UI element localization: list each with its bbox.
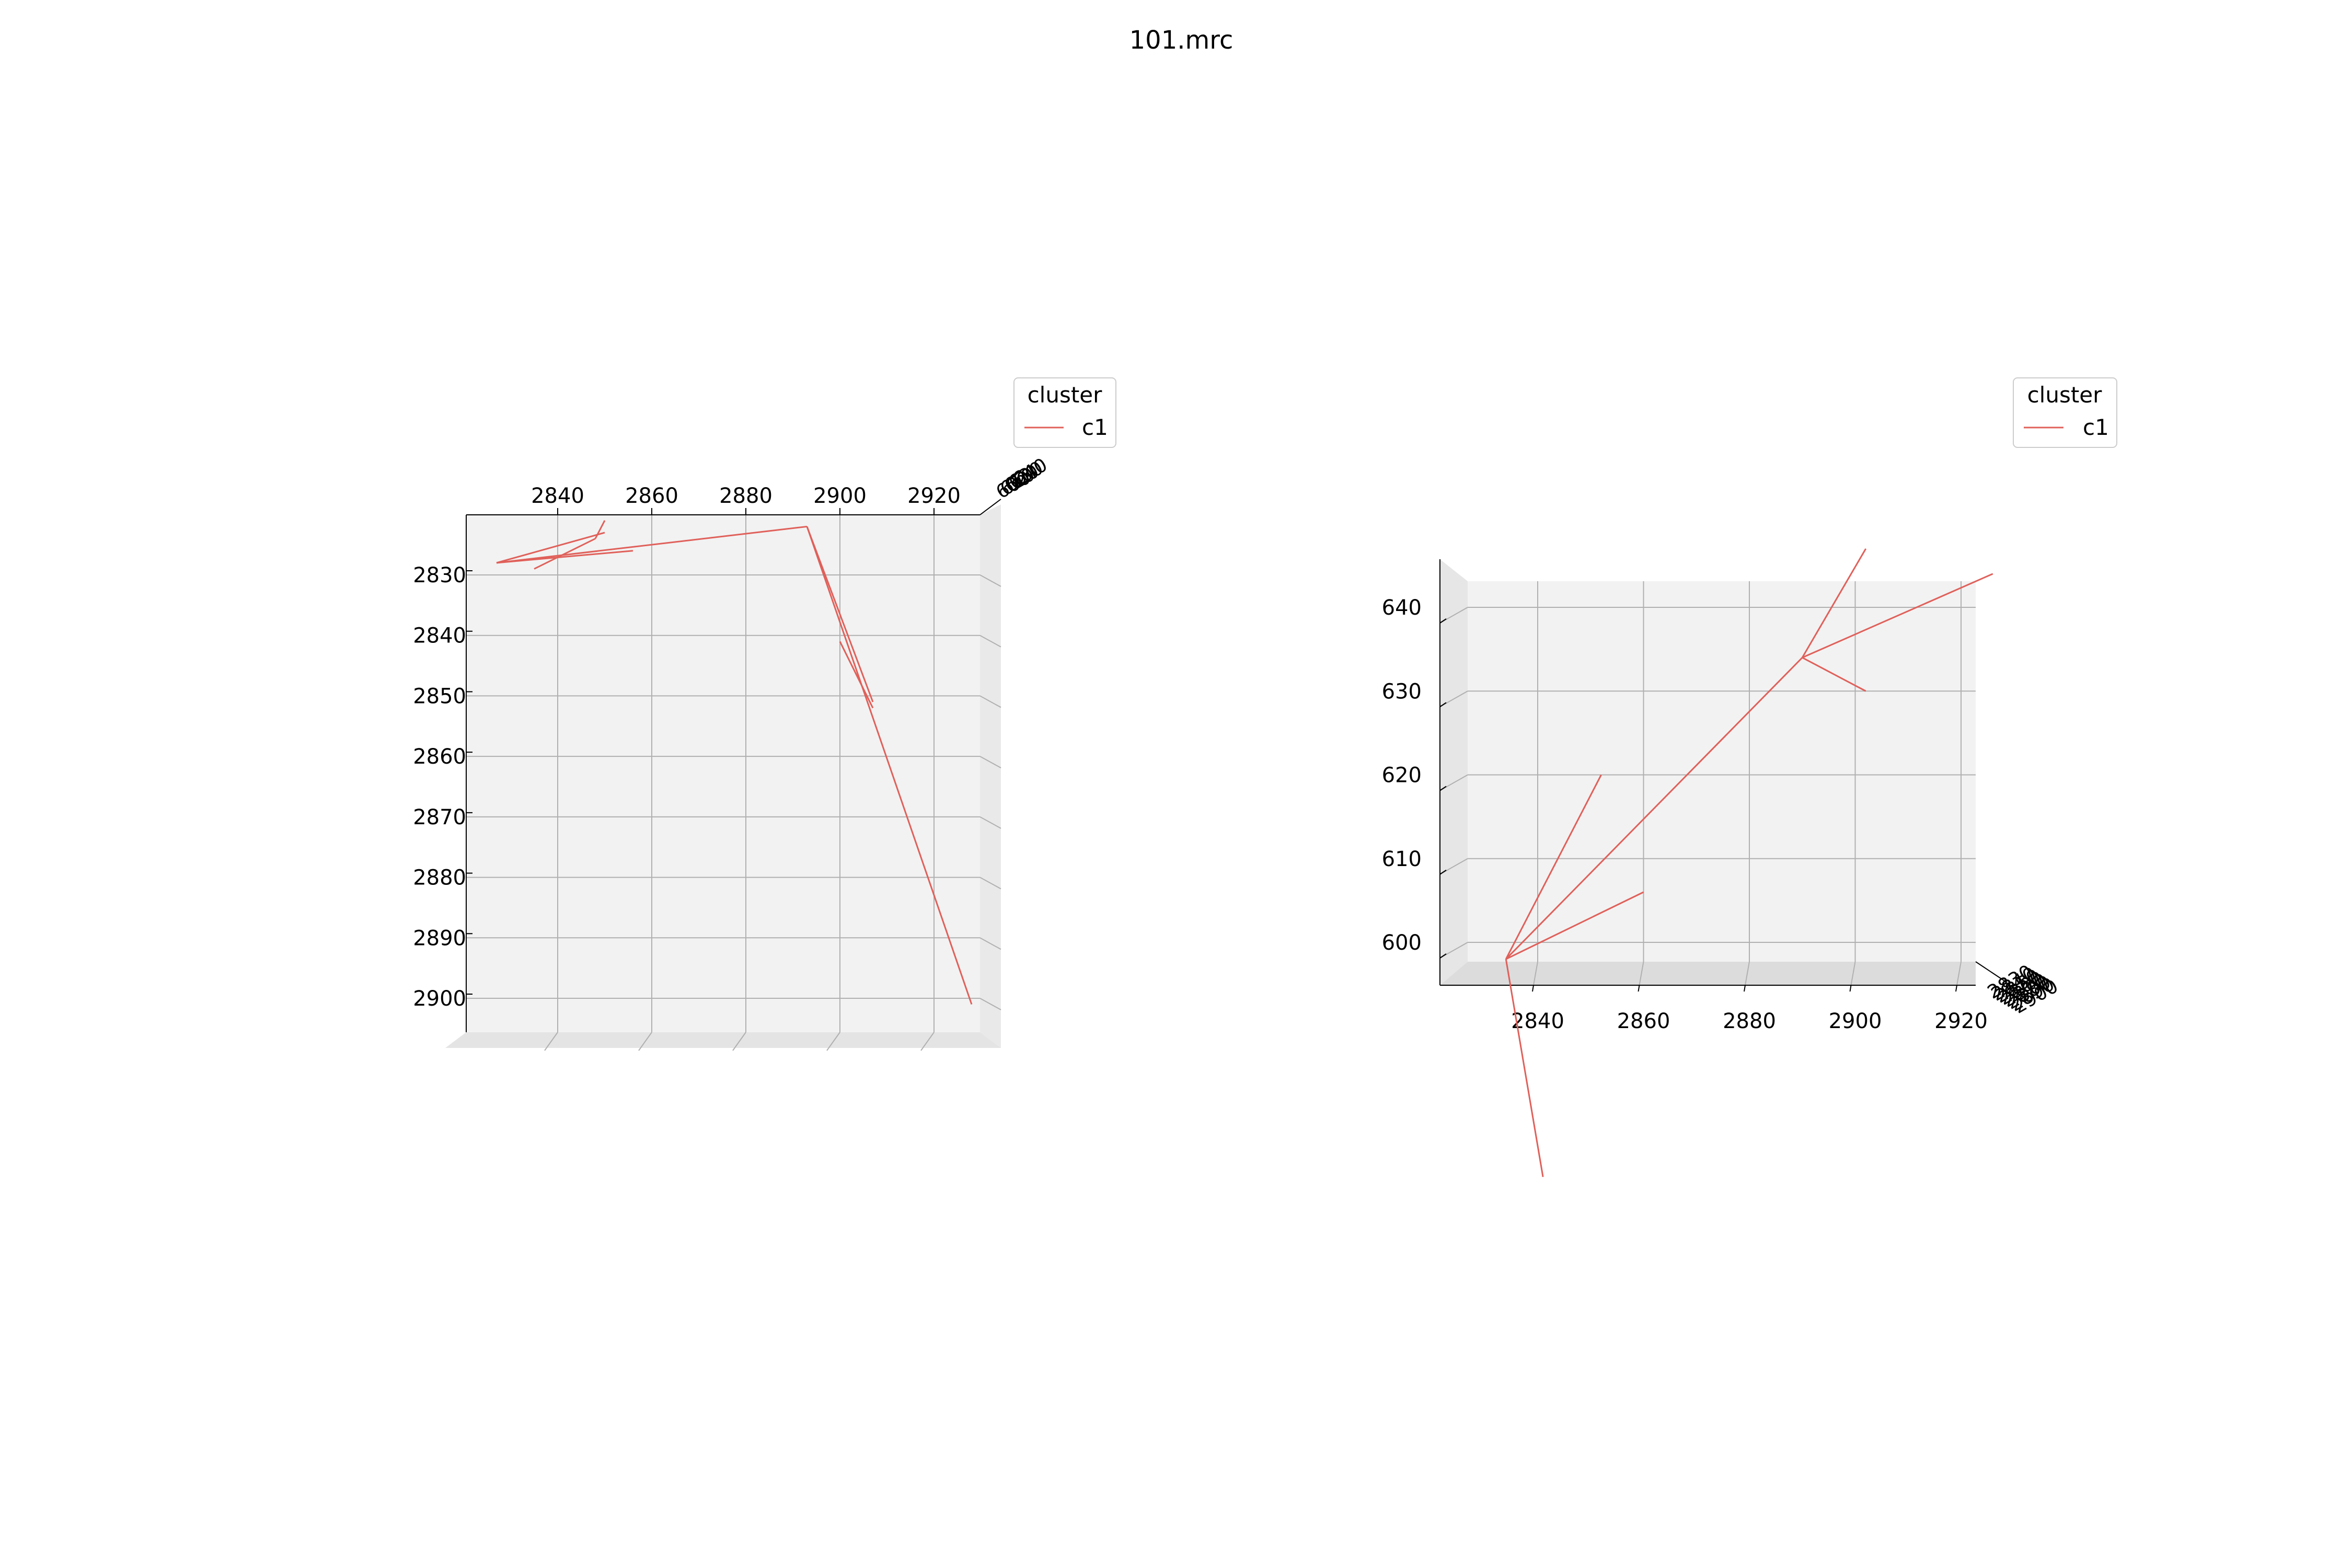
right-x-gridline-floor <box>1533 961 1538 986</box>
left-y-tick-label: 2850 <box>413 684 466 708</box>
left-y-gridline-side <box>979 937 1001 950</box>
right-pane-side <box>1440 559 1468 985</box>
right-x-tick-label: 2900 <box>1829 1009 1882 1033</box>
right-x-tick-label: 2920 <box>1934 1009 1988 1033</box>
left-y-tick-label: 2830 <box>413 563 466 587</box>
right-z-tick-label: 630 <box>1382 679 1422 704</box>
right-data-segment <box>1505 891 1644 960</box>
left-y-gridline-side <box>979 756 1001 769</box>
left-y-tick-label: 2870 <box>413 805 466 829</box>
right-legend-title: cluster <box>2027 382 2103 408</box>
right-x-gridline-floor <box>1956 961 1962 986</box>
right-z-tick-label: 610 <box>1382 847 1422 871</box>
right-x-tick <box>1955 985 1957 992</box>
left-pane-bottom <box>445 1032 1001 1048</box>
left-y-tick-label: 2840 <box>413 624 466 648</box>
right-data-segment <box>1505 657 1803 960</box>
right-x-tick-labels: 2840 2860 2880 2900 2920 <box>1511 985 1988 1033</box>
left-y-tick-label: 2900 <box>413 987 466 1011</box>
right-z-tick <box>1439 618 1447 624</box>
left-y-gridline-side <box>979 816 1001 829</box>
right-z-tick-labels: 600 610 620 630 640 <box>1382 596 1447 959</box>
right-z-tick <box>1439 702 1447 708</box>
left-data-segment <box>534 538 596 570</box>
right-z-tick <box>1439 786 1447 791</box>
right-x-tick <box>1638 985 1640 992</box>
left-y-tick-label: 2880 <box>413 866 466 890</box>
left-data-segment <box>839 641 874 709</box>
left-legend-box <box>1013 377 1116 448</box>
left-y-gridline-side <box>979 998 1001 1010</box>
left-x-tick-label: 2840 <box>531 484 584 508</box>
right-data-segment <box>1802 656 1866 692</box>
right-pane-back <box>1468 581 1976 962</box>
left-data-segment <box>594 520 606 539</box>
left-y-gridline-side <box>979 877 1001 890</box>
right-x-gridline-floor <box>1639 961 1644 986</box>
right-grid <box>1439 581 1976 986</box>
right-legend: cluster c1 <box>2013 377 2117 448</box>
right-x-gridline-floor <box>1745 961 1750 986</box>
left-legend: cluster c1 <box>1013 377 1116 448</box>
left-x-tick-labels: 2840 2860 2880 2900 2920 <box>531 484 961 515</box>
right-x-tick <box>1849 985 1852 992</box>
right-x-tick-label: 2840 <box>1511 1009 1564 1033</box>
left-data-segment <box>496 525 808 564</box>
left-pane-back <box>466 515 980 1032</box>
left-z-axis-line <box>979 499 1001 515</box>
left-x-gridline-floor <box>638 1032 652 1051</box>
right-z-tick <box>1439 869 1447 875</box>
left-data-segment <box>496 532 605 564</box>
left-x-tick-label: 2920 <box>907 484 961 508</box>
right-y-axis-line <box>1975 961 2008 983</box>
left-x-gridline-floor <box>732 1032 746 1051</box>
left-x-tick-label: 2880 <box>719 484 773 508</box>
left-pane-side <box>980 504 1001 1048</box>
right-legend-box <box>2013 377 2117 448</box>
right-x-gridline-floor <box>1850 961 1856 986</box>
left-data-lines <box>496 520 973 1005</box>
left-data-segment <box>806 526 973 1005</box>
right-x-tick-label: 2880 <box>1723 1009 1776 1033</box>
right-legend-entry: c1 <box>2083 414 2109 440</box>
left-data-segment <box>806 526 874 702</box>
left-x-gridline-floor <box>826 1032 840 1051</box>
subplot-right: 2840 2860 2880 2900 2920 600 610 620 630 640 283… <box>1382 377 2117 1177</box>
subplot-left: 2840 2860 2880 2900 2920 2830 2840 2850 2860 287… <box>413 377 1116 1051</box>
right-x-tick-label: 2860 <box>1617 1009 1670 1033</box>
right-z-tick-label: 640 <box>1382 596 1422 620</box>
right-x-tick <box>1532 985 1534 992</box>
left-y-gridline-side <box>979 635 1001 648</box>
left-y-gridline-side <box>979 574 1001 587</box>
right-data-segment <box>1505 959 1544 1177</box>
right-z-tick-label: 620 <box>1382 764 1422 788</box>
right-z-tick-label: 600 <box>1382 931 1422 955</box>
left-x-gridline-floor <box>544 1032 558 1051</box>
right-z-tick <box>1439 953 1447 959</box>
left-legend-title: cluster <box>1028 382 1103 408</box>
right-x-tick <box>1744 985 1746 992</box>
left-y-tick-labels: 2830 2840 2850 2860 2870 2880 2890 2900 <box>413 563 472 1011</box>
left-y-tick-label: 2860 <box>413 745 466 769</box>
right-data-segment <box>1802 573 1993 659</box>
right-data-lines <box>1505 548 1993 1177</box>
left-x-tick-label: 2860 <box>625 484 678 508</box>
left-x-tick-label: 2900 <box>813 484 867 508</box>
right-data-segment <box>1801 548 1867 658</box>
left-y-tick-label: 2890 <box>413 926 466 950</box>
figure-title: 101.mrc <box>1129 26 1233 55</box>
left-x-gridline-floor <box>920 1032 935 1051</box>
right-pane-bottom <box>1440 962 1976 985</box>
left-legend-entry: c1 <box>1082 414 1108 440</box>
left-grid <box>466 515 1001 1051</box>
right-data-segment <box>1505 774 1602 960</box>
left-y-gridline-side <box>979 695 1001 708</box>
